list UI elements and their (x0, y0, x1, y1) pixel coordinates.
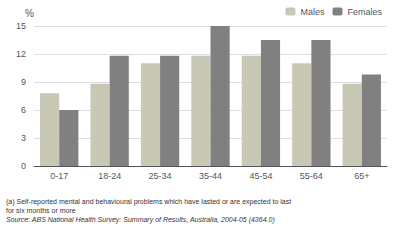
svg-text:0-17: 0-17 (50, 171, 68, 181)
svg-text:%: % (25, 8, 34, 19)
svg-text:9: 9 (21, 77, 26, 87)
svg-text:55-64: 55-64 (300, 171, 323, 181)
svg-text:for six months or more: for six months or more (6, 207, 76, 214)
svg-text:Source: ABS National Health Su: Source: ABS National Health Survey: Summ… (6, 216, 275, 224)
svg-text:15: 15 (16, 21, 26, 31)
svg-text:Females: Females (347, 7, 382, 17)
svg-text:6: 6 (21, 105, 26, 115)
svg-text:Males: Males (300, 7, 325, 17)
svg-text:65+: 65+ (354, 171, 369, 181)
svg-text:25-34: 25-34 (149, 171, 172, 181)
svg-text:3: 3 (21, 133, 26, 143)
svg-text:12: 12 (16, 49, 26, 59)
svg-text:(a) Self-reported mental and b: (a) Self-reported mental and behavioural… (6, 198, 291, 206)
svg-text:18-24: 18-24 (98, 171, 121, 181)
svg-text:45-54: 45-54 (249, 171, 272, 181)
svg-text:35-44: 35-44 (199, 171, 222, 181)
svg-text:0: 0 (21, 161, 26, 171)
